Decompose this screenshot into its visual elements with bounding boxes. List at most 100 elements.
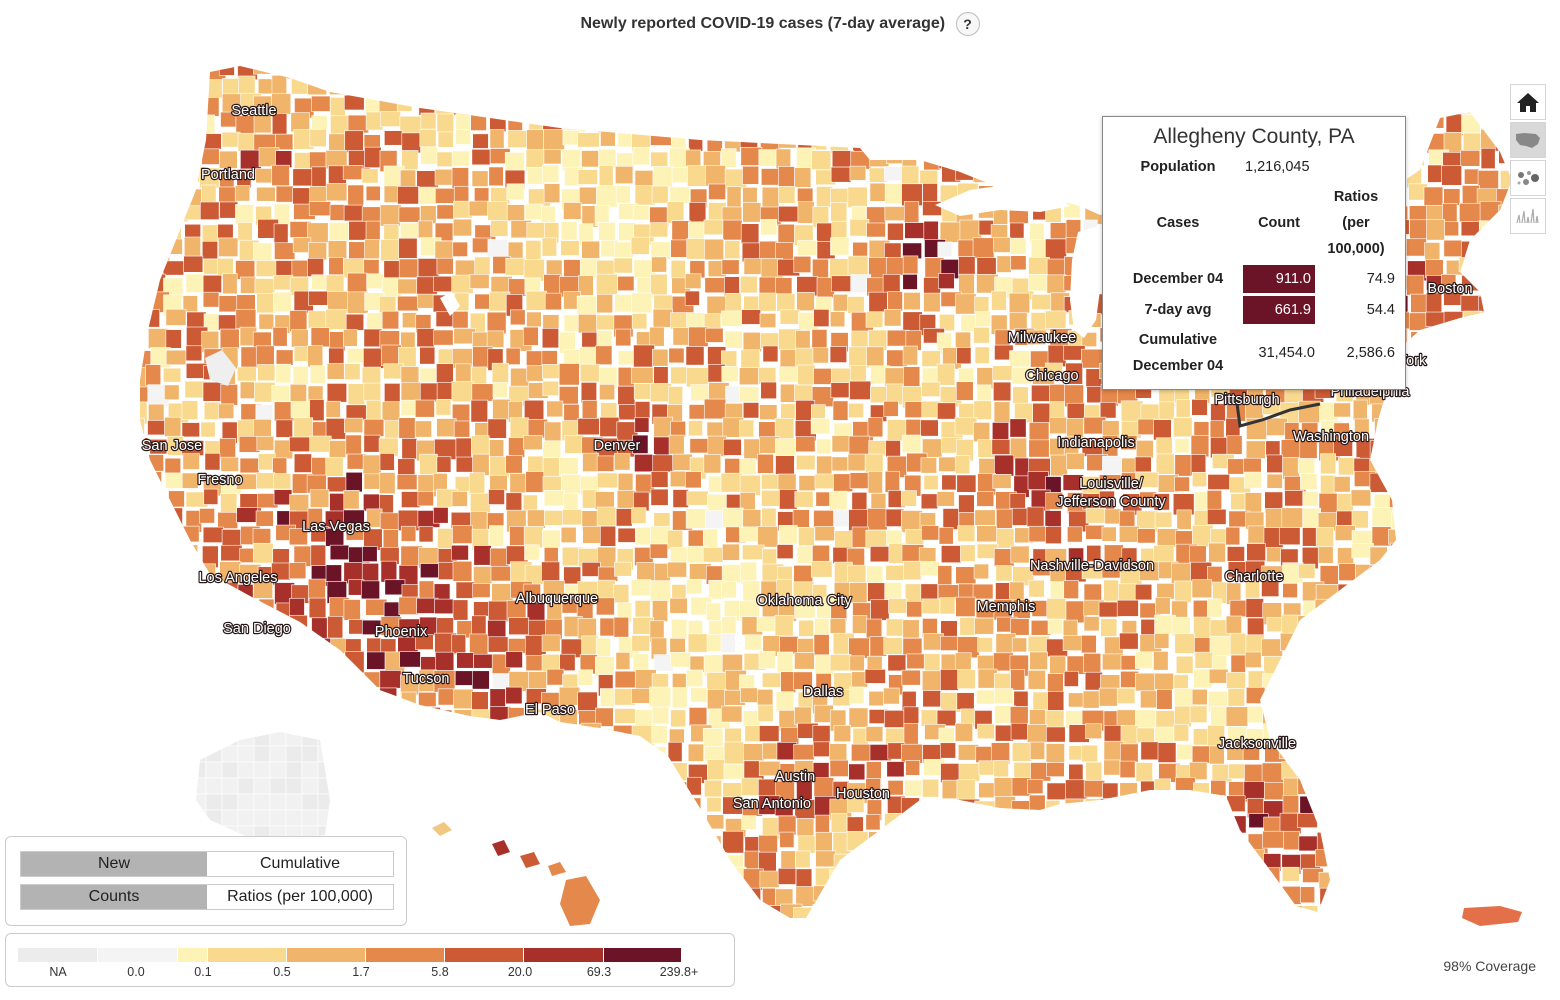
county-cell[interactable] (669, 470, 688, 488)
county-cell[interactable] (1423, 367, 1439, 391)
county-cell[interactable] (1083, 780, 1106, 798)
alaska-cell[interactable] (205, 730, 223, 747)
county-cell[interactable] (185, 597, 207, 617)
county-cell[interactable] (1282, 672, 1301, 694)
county-cell[interactable] (1424, 763, 1442, 785)
county-cell[interactable] (292, 708, 313, 729)
county-cell[interactable] (1012, 61, 1035, 81)
county-cell[interactable] (489, 688, 506, 708)
county-cell[interactable] (326, 799, 348, 822)
county-cell[interactable] (831, 456, 848, 472)
county-cell[interactable] (797, 638, 814, 653)
county-cell[interactable] (1282, 795, 1300, 814)
county-cell[interactable] (669, 799, 691, 817)
county-cell[interactable] (940, 832, 957, 854)
county-cell[interactable] (685, 346, 705, 366)
county-cell[interactable] (186, 615, 202, 638)
county-cell[interactable] (1298, 671, 1319, 694)
county-cell[interactable] (275, 709, 292, 730)
county-cell[interactable] (939, 742, 956, 759)
county-cell[interactable] (1513, 258, 1529, 278)
county-cell[interactable] (1189, 836, 1211, 856)
county-cell[interactable] (307, 345, 324, 368)
county-cell[interactable] (652, 836, 668, 854)
county-cell[interactable] (1391, 437, 1410, 456)
county-cell[interactable] (671, 132, 686, 150)
county-cell[interactable] (1410, 331, 1431, 350)
county-cell[interactable] (1301, 653, 1324, 676)
county-cell[interactable] (489, 726, 506, 743)
county-cell[interactable] (810, 418, 831, 435)
county-cell[interactable] (524, 544, 540, 561)
county-cell[interactable] (597, 472, 618, 489)
county-cell[interactable] (524, 399, 545, 421)
county-cell[interactable] (363, 328, 383, 348)
alaska-cell[interactable] (205, 745, 223, 763)
county-cell[interactable] (975, 868, 997, 885)
county-cell[interactable] (1135, 762, 1153, 782)
county-cell[interactable] (1261, 638, 1283, 657)
county-cell[interactable] (1048, 97, 1064, 119)
county-cell[interactable] (1518, 402, 1538, 422)
county-cell[interactable] (453, 420, 471, 438)
county-cell[interactable] (1068, 834, 1086, 855)
county-cell[interactable] (452, 599, 469, 621)
county-cell[interactable] (417, 491, 434, 507)
county-cell[interactable] (221, 131, 241, 148)
county-cell[interactable] (235, 691, 256, 710)
county-cell[interactable] (491, 908, 507, 930)
county-cell[interactable] (903, 201, 920, 223)
county-cell[interactable] (488, 870, 505, 893)
county-cell[interactable] (1134, 583, 1153, 601)
county-cell[interactable] (1083, 57, 1100, 74)
alaska-cell[interactable] (285, 777, 303, 795)
county-cell[interactable] (721, 365, 739, 382)
county-cell[interactable] (1496, 923, 1517, 938)
county-cell[interactable] (543, 489, 565, 507)
county-cell[interactable] (922, 132, 944, 155)
county-cell[interactable] (1316, 97, 1333, 115)
county-cell[interactable] (561, 79, 580, 100)
county-cell[interactable] (329, 493, 346, 513)
county-cell[interactable] (940, 924, 956, 941)
county-cell[interactable] (1352, 924, 1367, 939)
county-cell[interactable] (149, 597, 172, 616)
county-cell[interactable] (885, 440, 901, 458)
county-cell[interactable] (451, 634, 467, 654)
county-cell[interactable] (1372, 691, 1393, 710)
county-cell[interactable] (938, 273, 955, 289)
county-cell[interactable] (829, 346, 848, 363)
county-cell[interactable] (579, 815, 602, 836)
county-cell[interactable] (379, 204, 402, 227)
county-cell[interactable] (1477, 779, 1499, 796)
county-cell[interactable] (1314, 598, 1332, 614)
county-cell[interactable] (1462, 763, 1480, 780)
county-cell[interactable] (491, 800, 508, 816)
county-cell[interactable] (1406, 238, 1427, 257)
county-cell[interactable] (326, 363, 345, 380)
county-cell[interactable] (1136, 727, 1155, 743)
county-cell[interactable] (201, 584, 220, 608)
county-cell[interactable] (325, 400, 341, 418)
county-cell[interactable] (1210, 924, 1227, 944)
county-cell[interactable] (920, 493, 938, 510)
county-cell[interactable] (365, 782, 383, 801)
county-cell[interactable] (344, 417, 364, 433)
county-cell[interactable] (1482, 924, 1503, 943)
county-cell[interactable] (1102, 653, 1125, 671)
alaska-cell[interactable] (334, 810, 350, 826)
county-cell[interactable] (506, 204, 525, 222)
county-cell[interactable] (1477, 887, 1500, 908)
county-cell[interactable] (419, 382, 440, 403)
county-cell[interactable] (330, 781, 348, 798)
county-cell[interactable] (1102, 782, 1119, 805)
county-cell[interactable] (582, 452, 599, 472)
county-cell[interactable] (1156, 528, 1179, 548)
county-cell[interactable] (1191, 851, 1213, 873)
county-cell[interactable] (920, 800, 942, 818)
county-cell[interactable] (811, 150, 832, 170)
county-cell[interactable] (1481, 77, 1502, 93)
county-cell[interactable] (1407, 403, 1427, 425)
county-cell[interactable] (1351, 75, 1372, 92)
county-cell[interactable] (812, 544, 830, 564)
